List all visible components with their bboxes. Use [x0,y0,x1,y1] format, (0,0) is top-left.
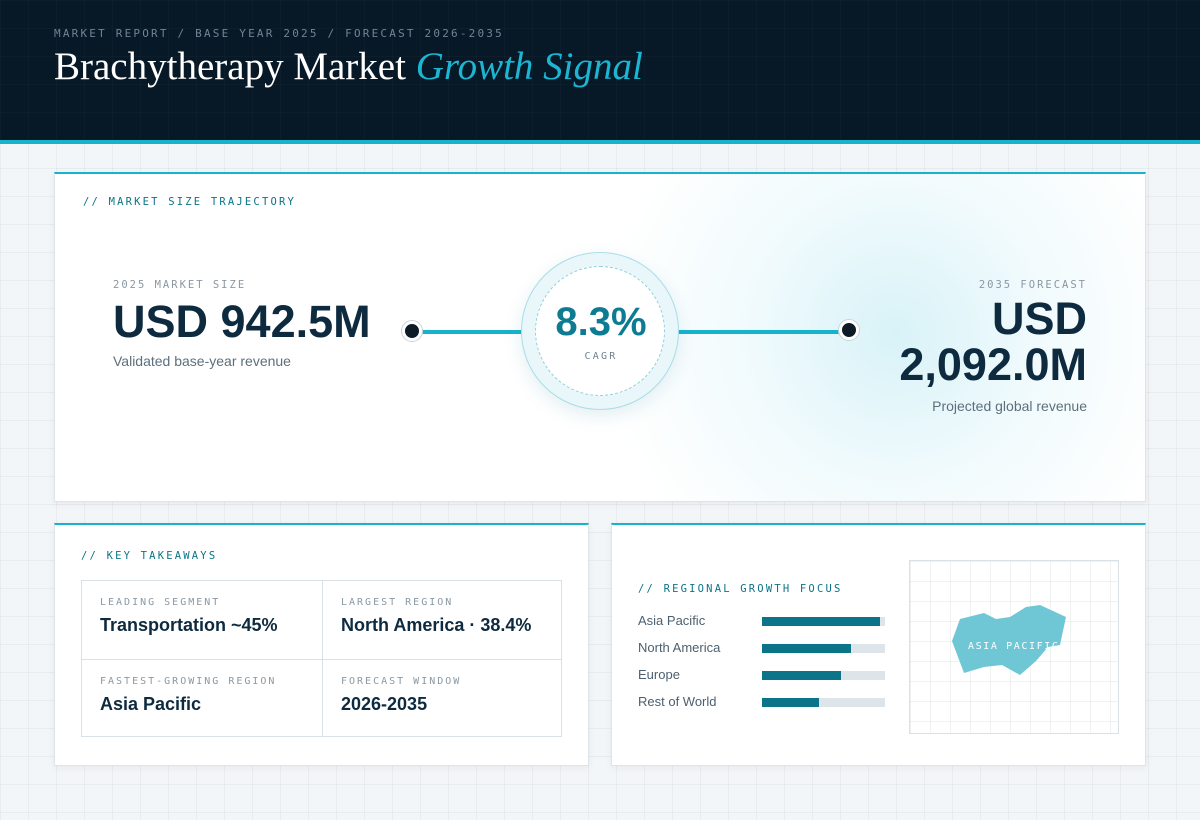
takeaway-value: Asia Pacific [100,694,202,714]
report-eyebrow: MARKET REPORT / BASE YEAR 2025 / FORECAS… [54,27,504,40]
start-point-dot [402,321,422,341]
cagr-badge: 8.3% CAGR [521,252,679,410]
region-name: Europe [638,667,680,682]
takeaway-leading-segment: LEADING SEGMENT Transportation ~45% [82,581,322,659]
forecast-value-amount: 2,092.0M [899,339,1087,390]
report-header: MARKET REPORT / BASE YEAR 2025 / FORECAS… [0,0,1200,144]
forecast-label: 2035 FORECAST [978,279,1087,291]
takeaway-value: North America · 38.4% [341,615,532,635]
takeaway-label: FASTEST-GROWING REGION [100,676,277,687]
forecast-value-currency: USD [991,293,1087,344]
cagr-inner-ring: 8.3% CAGR [535,266,665,396]
cagr-label: CAGR [584,351,618,362]
region-bar-track [762,644,885,653]
takeaways-section-label: // KEY TAKEAWAYS [81,550,218,562]
region-bar-track [762,617,885,626]
takeaway-forecast-window: FORECAST WINDOW 2026-2035 [322,659,562,737]
base-size-label: 2025 MARKET SIZE [113,279,247,291]
region-bar-fill [762,617,881,626]
region-bar-row: North America [638,638,888,658]
region-bar-fill [762,644,851,653]
region-bar-row: Rest of World [638,692,888,712]
region-name: Asia Pacific [638,613,706,628]
region-name: North America [638,640,721,655]
region-bar-row: Asia Pacific [638,611,888,631]
page-title-main: Brachytherapy Market [54,45,406,88]
region-bar-fill [762,698,819,707]
base-size-sub: Validated base-year revenue [113,353,291,369]
cagr-value: 8.3% [555,300,647,344]
region-name: Rest of World [638,694,717,709]
region-map: ASIA PACIFIC [909,560,1119,734]
takeaway-largest-region: LARGEST REGION North America · 38.4% [322,581,562,659]
base-size-value: USD 942.5M [113,296,371,347]
takeaway-fastest-growing-region: FASTEST-GROWING REGION Asia Pacific [82,659,322,737]
takeaway-label: LEADING SEGMENT [100,597,221,608]
trajectory-section-label: // MARKET SIZE TRAJECTORY [83,196,297,208]
takeaway-label: LARGEST REGION [341,597,454,608]
takeaway-value: 2026-2035 [341,694,428,714]
map-region-label: ASIA PACIFIC [968,641,1060,652]
end-point-dot [839,320,859,340]
region-bar-track [762,671,885,680]
takeaway-label: FORECAST WINDOW [341,676,462,687]
takeaway-value: Transportation ~45% [100,615,278,635]
region-bar-track [762,698,885,707]
market-size-trajectory-card: // MARKET SIZE TRAJECTORY 2025 MARKET SI… [54,172,1146,502]
takeaways-grid: LEADING SEGMENT Transportation ~45% LARG… [81,580,562,737]
key-takeaways-card: // KEY TAKEAWAYS LEADING SEGMENT Transpo… [54,523,589,766]
page-title-accent: Growth Signal [415,45,643,88]
forecast-sub: Projected global revenue [932,398,1087,414]
forecast-value: USD 2,092.0M [827,296,1087,388]
region-bar-fill [762,671,841,680]
region-bar-row: Europe [638,665,888,685]
asia-pacific-shape [952,605,1066,675]
regional-section-label: // REGIONAL GROWTH FOCUS [638,583,843,595]
asia-pacific-map-icon [952,605,1066,675]
page-title: Brachytherapy Market Growth Signal [54,44,643,89]
regional-growth-focus-card: // REGIONAL GROWTH FOCUS Asia Pacific No… [611,523,1146,766]
